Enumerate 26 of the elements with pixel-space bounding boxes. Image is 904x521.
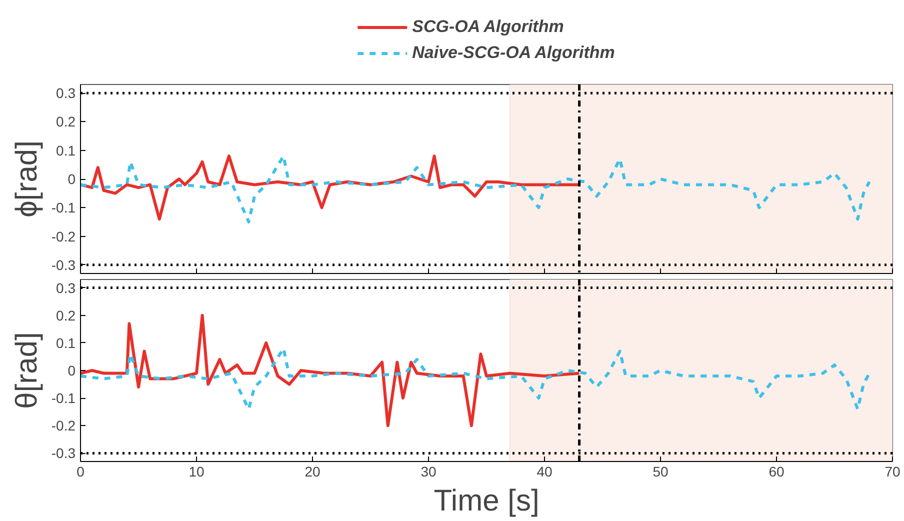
y-tick-label: 0	[68, 171, 76, 187]
x-tick-label: 50	[652, 464, 668, 480]
x-tick-label: 30	[420, 464, 436, 480]
y-tick-label: 0.3	[56, 85, 76, 102]
y-axis-title: ϕ[rad]	[10, 140, 44, 218]
y-tick-label: -0.2	[51, 228, 76, 244]
y-tick-label: 0.1	[56, 142, 76, 158]
x-axis-title: Time [s]	[434, 484, 540, 518]
legend-label: Naive-SCG-OA Algorithm	[412, 43, 615, 63]
y-tick-label: -0.3	[51, 445, 76, 462]
y-tick-label: 0.1	[56, 334, 76, 351]
y-tick-label: 0.3	[56, 280, 76, 296]
legend-label: SCG-OA Algorithm	[412, 17, 564, 37]
y-tick-label: 0.2	[56, 307, 76, 324]
y-tick-label: -0.1	[51, 390, 76, 406]
y-tick-label: 0.2	[56, 114, 76, 130]
y-axis-title: θ[rad]	[10, 332, 44, 409]
y-tick-label: -0.2	[51, 418, 76, 434]
x-tick-label: 70	[884, 464, 900, 480]
y-tick-label: 0	[68, 362, 76, 378]
x-tick-label: 40	[536, 464, 552, 480]
x-tick-label: 10	[188, 464, 204, 480]
y-tick-label: -0.3	[51, 256, 76, 273]
x-tick-label: 60	[768, 464, 784, 480]
x-tick-label: 20	[304, 464, 320, 480]
y-tick-label: -0.1	[51, 200, 76, 216]
